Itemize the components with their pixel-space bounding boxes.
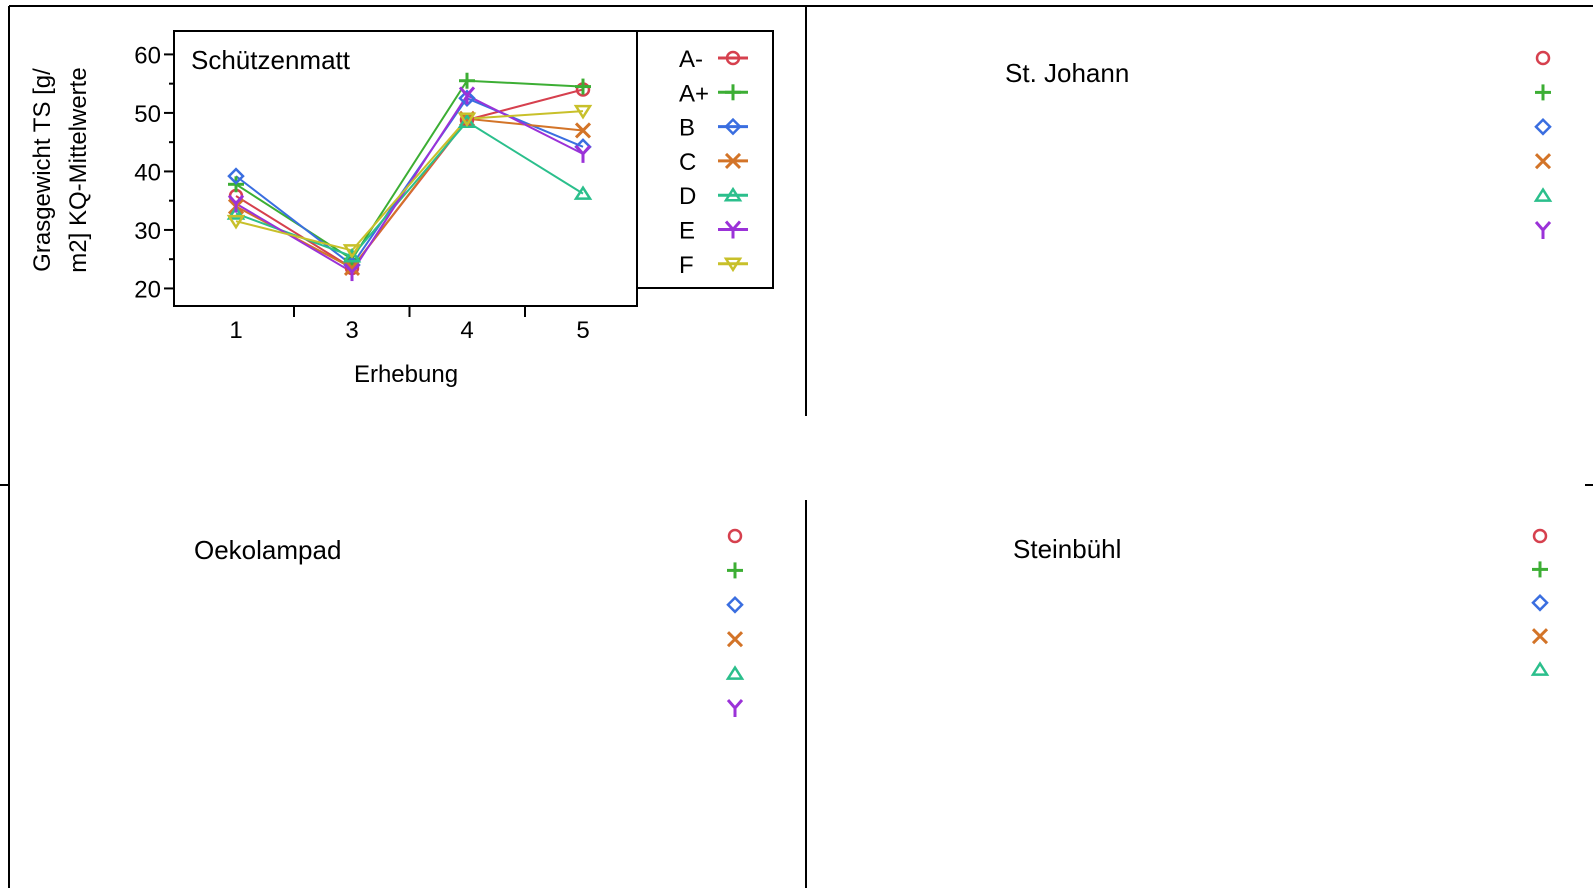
x-axis-title: Erhebung: [354, 361, 458, 388]
legend-item: F: [679, 252, 748, 279]
panel-schuetzenmatt: Schützenmatt 20 30 40 50 60 1 3 4 5 Erhebung Gr…: [29, 30, 774, 388]
data-point: [574, 144, 592, 163]
data-point: [458, 89, 476, 108]
series-markers: [226, 72, 593, 282]
legend-marker: [1534, 153, 1552, 170]
legend-label: B: [679, 115, 695, 142]
data-point: [227, 194, 245, 213]
y-axis: 20 30 40 50 60: [134, 42, 174, 303]
legend-label: A+: [679, 80, 709, 107]
legend-marker: [1532, 561, 1548, 578]
y-tick-label: 60: [134, 42, 161, 69]
legend-marker: [1535, 84, 1551, 101]
y-tick-label: 50: [134, 101, 161, 128]
panel-title: Oekolampad: [194, 535, 341, 565]
legend-marker: [724, 117, 742, 136]
legend-label: F: [679, 252, 694, 279]
legend-label: C: [679, 149, 696, 176]
legend-marker: [1534, 118, 1552, 136]
series-line: [235, 117, 584, 270]
x-tick-label: 5: [576, 317, 589, 344]
x-tick-label: 3: [345, 317, 358, 344]
y-tick-label: 30: [134, 218, 161, 245]
legend-marker: [1532, 528, 1548, 544]
x-tick-label: 4: [460, 317, 473, 344]
legend-item: A-: [679, 46, 748, 73]
legend-marker: [723, 257, 743, 273]
data-point: [575, 78, 591, 95]
y-axis-title-line-2: m2] KQ-Mittelwerte: [65, 67, 92, 272]
data-point: [342, 244, 362, 259]
legend-marker: [1530, 661, 1550, 676]
panel-steinbuehl: Steinbühl: [1013, 528, 1550, 676]
series-line: [235, 88, 584, 270]
legend-markers: [1530, 528, 1550, 676]
legend-marker: [727, 562, 743, 579]
legend-item: E: [679, 218, 748, 245]
legend-markers: [1533, 50, 1553, 239]
legend-label: E: [679, 218, 695, 245]
legend-marker: [725, 665, 745, 680]
legend-label: D: [679, 183, 696, 210]
panel-title: St. Johann: [1005, 58, 1129, 88]
data-point: [457, 112, 477, 128]
legend-marker: [724, 152, 742, 169]
x-tick-label: 1: [229, 317, 242, 344]
legend-markers: [725, 528, 745, 717]
panel-title: Schützenmatt: [191, 45, 351, 75]
series-line: [235, 110, 584, 252]
legend-marker: [1533, 187, 1553, 202]
data-point: [343, 259, 361, 277]
legend-marker: [726, 596, 744, 614]
data-point: [226, 205, 246, 220]
series-line: [235, 120, 584, 258]
legend-marker: [1531, 594, 1549, 612]
y-axis-title: Grasgewicht TS [g/ m2] KQ-Mittelwerte: [29, 67, 92, 272]
data-point: [226, 214, 246, 230]
data-point: [342, 247, 362, 263]
panel-oekolampad: Oekolampad: [194, 528, 745, 717]
panel-st-johann: St. Johann: [1005, 50, 1553, 239]
series-lines: [235, 79, 584, 274]
data-point: [573, 185, 593, 200]
legend-marker: [724, 220, 742, 239]
data-point: [343, 263, 361, 282]
x-axis: 1 3 4 5: [229, 306, 590, 344]
legend-box: [636, 30, 774, 289]
data-point: [573, 104, 593, 120]
legend-marker: [725, 84, 741, 101]
y-axis-title-line-1: Grasgewicht TS [g/: [29, 68, 56, 272]
data-point: [227, 167, 245, 185]
legend-item: A+: [679, 80, 748, 107]
legend-marker: [726, 699, 744, 717]
y-tick-label: 20: [134, 276, 161, 303]
y-tick-label: 40: [134, 159, 161, 186]
legend-marker: [723, 186, 743, 202]
legend-item: C: [679, 149, 748, 176]
legend-marker: [726, 631, 744, 648]
series-line: [235, 97, 584, 267]
legend-marker: [1531, 628, 1549, 645]
legend-marker: [725, 50, 741, 66]
legend-label: A-: [679, 46, 703, 73]
legend-item: B: [679, 115, 748, 142]
legend-marker: [1534, 221, 1552, 239]
data-point: [459, 72, 475, 89]
panel-title: Steinbühl: [1013, 534, 1121, 564]
data-point: [574, 122, 592, 139]
data-point: [458, 86, 476, 105]
legend-marker: [727, 528, 743, 544]
legend-marker: [1535, 50, 1551, 66]
legend-item: D: [679, 183, 748, 210]
